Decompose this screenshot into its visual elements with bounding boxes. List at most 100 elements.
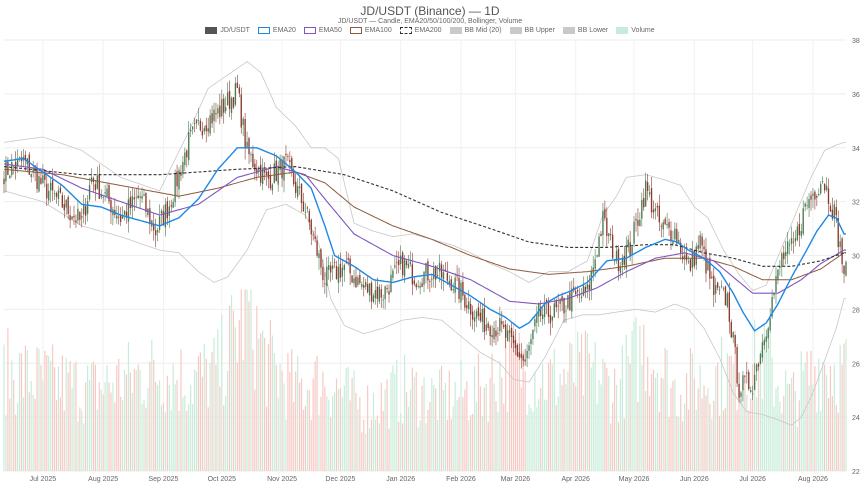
candle-body [466, 304, 468, 309]
candle-body [333, 262, 336, 263]
candle-body [499, 317, 501, 332]
volume-bar [355, 392, 357, 471]
candle-body [94, 184, 97, 191]
volume-bar [118, 358, 120, 471]
candle-body [79, 212, 81, 220]
volume-bar [337, 389, 340, 471]
volume-bar [61, 355, 63, 471]
candle-body [250, 154, 252, 156]
candle-body [738, 383, 740, 398]
candle-body [833, 204, 836, 219]
volume-bar [166, 375, 168, 471]
volume-bar [96, 409, 98, 471]
volume-bar [230, 295, 233, 471]
legend-item[interactable]: BB Lower [562, 27, 608, 34]
candle-body [740, 392, 742, 397]
volume-bar [40, 365, 42, 471]
volume-bar [52, 344, 54, 471]
volume-bar [359, 397, 361, 471]
volume-bar [90, 363, 93, 471]
legend-item[interactable]: EMA100 [349, 27, 392, 34]
volume-bar [487, 421, 489, 471]
volume-bar [719, 415, 721, 471]
volume-bar [22, 397, 25, 471]
volume-bar [767, 349, 769, 471]
volume-bar [662, 378, 664, 471]
candle-body [145, 193, 147, 212]
candle-body [88, 185, 91, 200]
candle-body [405, 260, 408, 265]
candle-body [555, 300, 557, 308]
volume-bar [650, 373, 653, 471]
candle-body [843, 265, 845, 275]
candle-body [631, 246, 633, 256]
candle-body [24, 154, 27, 161]
candle-body [726, 293, 729, 307]
candle-body [845, 261, 847, 276]
candle-body [236, 82, 239, 88]
candle-body [557, 305, 559, 307]
volume-bar [750, 398, 752, 471]
candle-body [751, 393, 754, 395]
candle-body [203, 128, 205, 132]
volume-bar [501, 377, 503, 471]
bb-lower-line [3, 190, 846, 426]
candle-body [658, 205, 661, 223]
volume-bar [802, 370, 804, 471]
legend-item[interactable]: EMA20 [257, 27, 296, 34]
candle-body [357, 277, 359, 286]
volume-bar [149, 361, 151, 471]
volume-bar [199, 352, 202, 471]
volume-bar [3, 344, 5, 471]
candle-body [125, 211, 128, 218]
candle-body [755, 364, 758, 372]
legend-item[interactable]: BB Upper [509, 27, 555, 34]
candle-body [711, 276, 713, 279]
volume-bar [754, 319, 756, 471]
volume-bar [425, 423, 427, 471]
volume-bar [178, 411, 180, 471]
candle-body [448, 280, 450, 285]
volume-bar [310, 419, 312, 471]
candle-body [604, 208, 606, 219]
candle-body [67, 196, 69, 215]
volume-bar [215, 364, 217, 471]
volume-bar [514, 346, 517, 471]
y-tick-label: 34 [852, 146, 860, 153]
volume-bar [641, 364, 643, 471]
volume-bar [48, 356, 50, 471]
candle-body [540, 306, 542, 316]
x-tick-label: Oct 2025 [208, 476, 237, 483]
candle-body [127, 199, 130, 222]
candle-body [520, 353, 522, 358]
legend-item[interactable]: EMA50 [303, 27, 342, 34]
volume-bar [304, 405, 307, 471]
candle-body [355, 276, 357, 288]
volume-bar [69, 360, 71, 471]
volume-bar [491, 353, 493, 471]
legend-item[interactable]: BB Mid (20) [449, 27, 502, 34]
volume-bar [174, 384, 176, 471]
candle-body [225, 107, 227, 112]
candle-body [545, 300, 548, 303]
legend-item[interactable]: Volume [616, 27, 655, 34]
volume-bar [547, 362, 550, 471]
candle-body [269, 174, 272, 189]
candle-body [207, 128, 209, 132]
candle-body [197, 119, 200, 121]
candle-body [304, 212, 307, 213]
candle-body [139, 196, 141, 198]
volume-bar [528, 404, 530, 471]
candle-body [36, 167, 38, 190]
volume-bar [83, 423, 85, 471]
legend-item[interactable]: EMA200 [399, 27, 442, 34]
candle-body [823, 183, 826, 191]
volume-bar [687, 409, 690, 471]
candle-body [641, 199, 643, 219]
candle-body [409, 261, 412, 265]
candle-body [295, 181, 297, 193]
legend-item[interactable]: JD/USDT [205, 27, 250, 34]
candle-body [473, 317, 476, 322]
volume-bar [262, 330, 264, 471]
volume-bar [829, 366, 832, 471]
